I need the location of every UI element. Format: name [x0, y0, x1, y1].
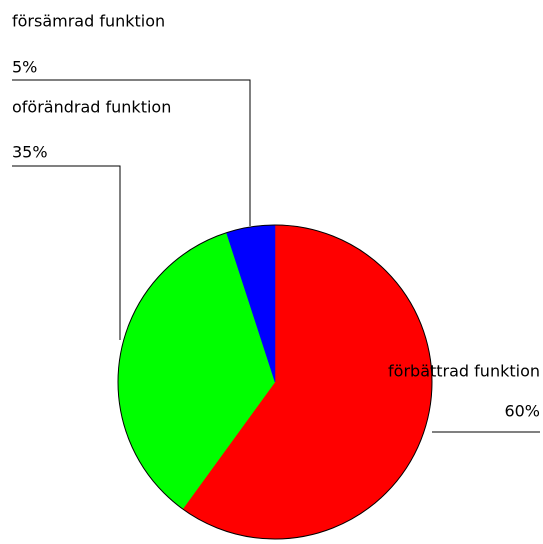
pie-outline: [117, 224, 433, 540]
slice-value-label: 5%: [12, 58, 37, 77]
leader-line: [12, 165, 121, 340]
leader-line: [12, 79, 251, 226]
slice-name: förbättrad funktion: [388, 362, 540, 381]
slice-name: försämrad funktion: [12, 12, 165, 31]
slice-value-label: 35%: [12, 143, 48, 162]
slice-name: oförändrad funktion: [12, 98, 171, 117]
slice-value-label: 60%: [504, 402, 540, 421]
